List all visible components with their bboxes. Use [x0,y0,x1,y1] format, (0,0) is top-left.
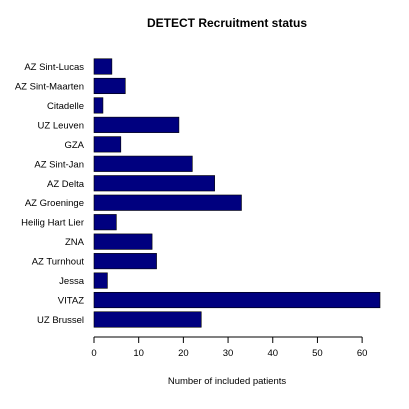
category-label: Jessa [59,276,85,287]
x-tick-label: 40 [267,348,278,359]
category-label: AZ Delta [47,179,85,190]
bar [93,291,381,309]
bar [93,97,104,114]
bar [93,272,108,289]
bar [93,214,117,231]
x-tick-label: 30 [223,348,234,359]
category-label: ZNA [65,237,85,248]
category-label: UZ Brussel [37,315,84,326]
bars-group [93,58,381,328]
bar [93,311,202,328]
x-tick-label: 0 [91,348,96,359]
bar [93,175,215,192]
category-label: GZA [64,140,84,151]
category-label: AZ Sint-Maarten [15,81,84,92]
bar [93,194,242,211]
bar [93,116,180,133]
bar [93,253,157,270]
category-label: Citadelle [47,101,84,112]
x-tick-label: 20 [178,348,189,359]
x-tick-label: 60 [357,348,368,359]
x-axis-label: Number of included patients [168,376,287,387]
x-tick-label: 10 [133,348,144,359]
x-tick-label: 50 [312,348,323,359]
bar [93,58,113,75]
x-ticks-group: 0 10 20 30 40 50 60 [91,337,367,359]
bar [93,233,153,250]
bar [93,136,122,153]
category-label: Heilig Hart Lier [21,218,84,229]
category-label: AZ Sint-Lucas [24,62,84,73]
category-label: AZ Groeninge [25,198,84,209]
category-labels-group: AZ Sint-Lucas AZ Sint-Maarten Citadelle UZ … [15,62,85,326]
chart-title: DETECT Recruitment status [147,16,307,30]
category-label: VITAZ [58,296,84,307]
category-label: AZ Sint-Jan [34,159,84,170]
bar [93,77,126,95]
category-label: AZ Turnhout [32,257,85,268]
category-label: UZ Leuven [38,120,84,131]
bar [93,155,193,172]
